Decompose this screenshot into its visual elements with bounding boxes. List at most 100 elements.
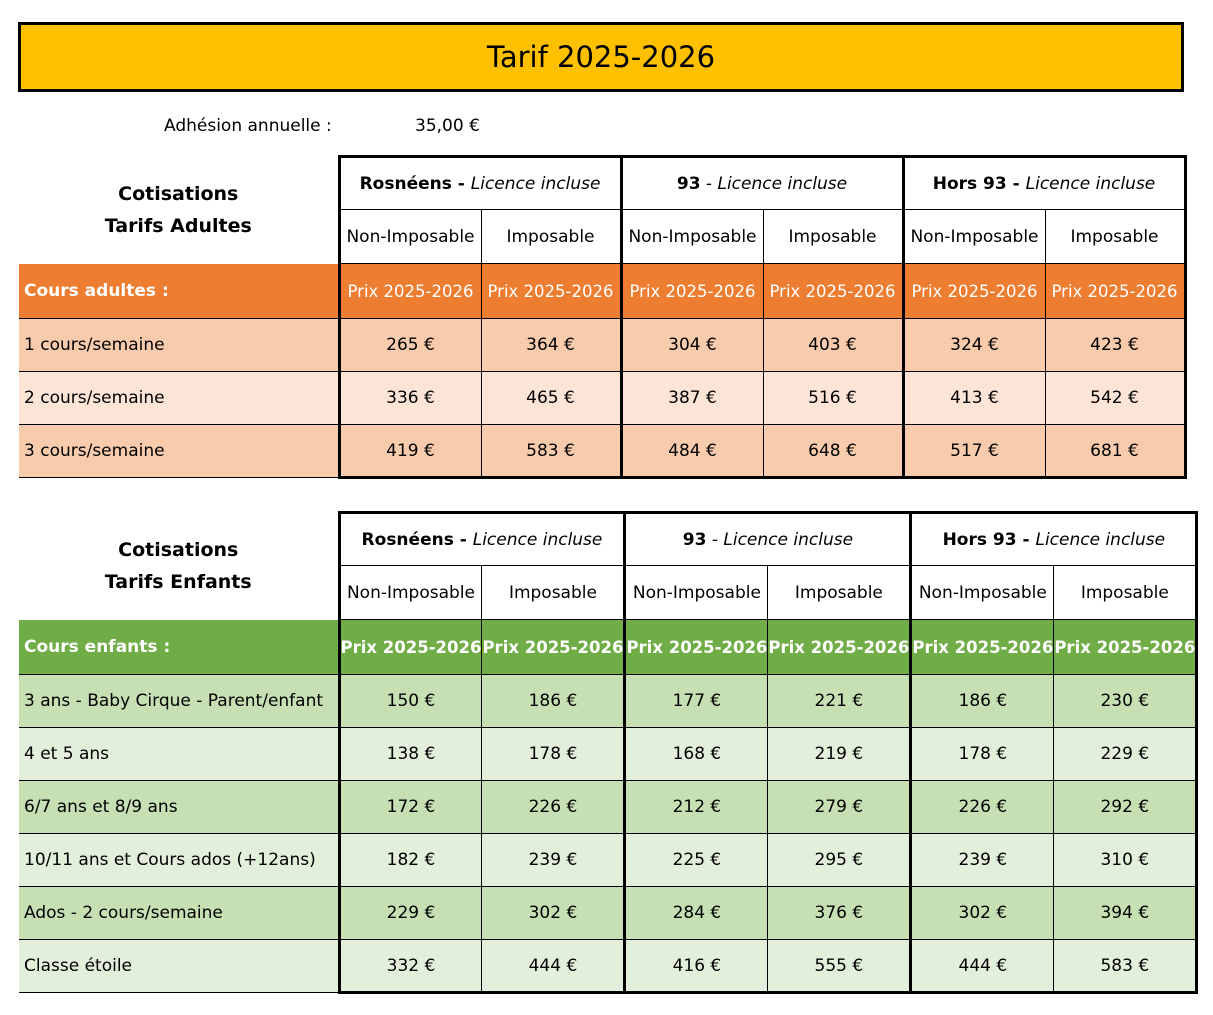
subheader-imposable: Imposable xyxy=(480,209,623,264)
child-band-label: Cours enfants : xyxy=(19,619,339,675)
price-cell: 681 € xyxy=(1044,424,1187,479)
price-cell: 221 € xyxy=(767,674,913,728)
page-title: Tarif 2025-2026 xyxy=(18,22,1184,92)
price-cell: 229 € xyxy=(1053,727,1199,781)
subheader-imposable: Imposable xyxy=(1044,209,1187,264)
subheader-imposable: Imposable xyxy=(762,209,905,264)
price-year-label: Prix 2025-2026 xyxy=(1044,263,1187,319)
table-row: 3 cours/semaine 419 €583 €484 €648 €517 €… xyxy=(19,424,1187,479)
price-cell: 324 € xyxy=(901,318,1045,372)
child-heading-line2: Tarifs Enfants xyxy=(104,571,252,593)
row-label: 3 cours/semaine xyxy=(19,424,339,478)
price-cell: 364 € xyxy=(480,318,623,372)
price-cell: 212 € xyxy=(623,780,768,834)
price-cell: 302 € xyxy=(481,886,627,940)
adhesion-value: 35,00 € xyxy=(415,116,480,136)
price-year-label: Prix 2025-2026 xyxy=(767,619,913,675)
price-cell: 376 € xyxy=(767,886,913,940)
price-cell: 583 € xyxy=(480,424,623,479)
price-year-label: Prix 2025-2026 xyxy=(909,619,1054,675)
price-cell: 648 € xyxy=(762,424,905,479)
price-cell: 226 € xyxy=(481,780,627,834)
price-year-label: Prix 2025-2026 xyxy=(623,619,768,675)
price-cell: 186 € xyxy=(909,674,1054,728)
price-cell: 517 € xyxy=(901,424,1045,479)
row-label: Classe étoile xyxy=(19,939,339,993)
price-cell: 304 € xyxy=(619,318,763,372)
price-cell: 168 € xyxy=(623,727,768,781)
group-header-93: 93 - Licence incluse xyxy=(623,511,913,566)
row-label: 2 cours/semaine xyxy=(19,371,339,425)
price-year-label: Prix 2025-2026 xyxy=(762,263,905,319)
table-row: 4 et 5 ans 138 €178 €168 €219 €178 €229 € xyxy=(19,727,1199,781)
price-cell: 186 € xyxy=(481,674,627,728)
price-cell: 284 € xyxy=(623,886,768,940)
price-cell: 484 € xyxy=(619,424,763,479)
group-header-rosneens: Rosnéens - Licence incluse xyxy=(337,511,627,566)
row-label: Ados - 2 cours/semaine xyxy=(19,886,339,940)
subheader-imposable: Imposable xyxy=(1053,565,1199,620)
price-cell: 265 € xyxy=(337,318,481,372)
price-cell: 416 € xyxy=(623,939,768,994)
price-cell: 225 € xyxy=(623,833,768,887)
price-cell: 230 € xyxy=(1053,674,1199,728)
adhesion-label: Adhésion annuelle : xyxy=(164,116,332,136)
adult-tariff-table: Cotisations Tarifs Adultes Rosnéens - Li… xyxy=(19,155,1187,479)
adult-table-heading: Cotisations Tarifs Adultes xyxy=(19,156,339,264)
subheader-imposable: Imposable xyxy=(481,565,627,620)
adult-heading-line2: Tarifs Adultes xyxy=(104,215,252,237)
subheader-non-imposable: Non-Imposable xyxy=(337,209,482,264)
price-year-label: Prix 2025-2026 xyxy=(1053,619,1199,675)
price-cell: 177 € xyxy=(623,674,768,728)
table-row: 6/7 ans et 8/9 ans 172 €226 €212 €279 €22… xyxy=(19,780,1199,834)
group-header-93: 93 - Licence incluse xyxy=(619,155,905,210)
price-cell: 394 € xyxy=(1053,886,1199,940)
group-header-hors-93: Hors 93 - Licence incluse xyxy=(909,511,1199,566)
price-cell: 178 € xyxy=(909,727,1054,781)
adult-band-label: Cours adultes : xyxy=(19,263,339,319)
row-label: 1 cours/semaine xyxy=(19,318,339,372)
price-year-label: Prix 2025-2026 xyxy=(480,263,623,319)
table-row: Ados - 2 cours/semaine 229 €302 €284 €376… xyxy=(19,886,1199,940)
price-cell: 178 € xyxy=(481,727,627,781)
subheader-non-imposable: Non-Imposable xyxy=(901,209,1046,264)
price-year-label: Prix 2025-2026 xyxy=(901,263,1045,319)
price-cell: 172 € xyxy=(337,780,482,834)
row-label: 10/11 ans et Cours ados (+12ans) xyxy=(19,833,339,887)
table-row: 1 cours/semaine 265 €364 €304 €403 €324 €… xyxy=(19,318,1187,372)
price-cell: 465 € xyxy=(480,371,623,425)
adult-price-band: Cours adultes : Prix 2025-2026 Prix 2025… xyxy=(19,263,1187,319)
price-cell: 542 € xyxy=(1044,371,1187,425)
price-cell: 226 € xyxy=(909,780,1054,834)
price-cell: 310 € xyxy=(1053,833,1199,887)
price-cell: 403 € xyxy=(762,318,905,372)
price-cell: 138 € xyxy=(337,727,482,781)
price-cell: 332 € xyxy=(337,939,482,994)
price-cell: 336 € xyxy=(337,371,481,425)
row-label: 6/7 ans et 8/9 ans xyxy=(19,780,339,834)
price-cell: 229 € xyxy=(337,886,482,940)
price-cell: 444 € xyxy=(481,939,627,994)
price-cell: 516 € xyxy=(762,371,905,425)
child-rows: 3 ans - Baby Cirque - Parent/enfant 150 €… xyxy=(19,674,1199,994)
adult-rows: 1 cours/semaine 265 €364 €304 €403 €324 €… xyxy=(19,318,1187,479)
child-price-band: Cours enfants : Prix 2025-2026 Prix 2025… xyxy=(19,619,1199,675)
child-heading-line1: Cotisations xyxy=(118,539,239,561)
price-cell: 555 € xyxy=(767,939,913,994)
table-row: 3 ans - Baby Cirque - Parent/enfant 150 €… xyxy=(19,674,1199,728)
table-row: 10/11 ans et Cours ados (+12ans) 182 €239… xyxy=(19,833,1199,887)
price-cell: 387 € xyxy=(619,371,763,425)
price-cell: 182 € xyxy=(337,833,482,887)
adult-heading-line1: Cotisations xyxy=(118,183,239,205)
price-cell: 219 € xyxy=(767,727,913,781)
price-year-label: Prix 2025-2026 xyxy=(619,263,763,319)
price-cell: 302 € xyxy=(909,886,1054,940)
price-year-label: Prix 2025-2026 xyxy=(337,619,482,675)
group-header-rosneens: Rosnéens - Licence incluse xyxy=(337,155,623,210)
price-cell: 239 € xyxy=(481,833,627,887)
price-cell: 444 € xyxy=(909,939,1054,994)
group-header-hors-93: Hors 93 - Licence incluse xyxy=(901,155,1187,210)
price-cell: 583 € xyxy=(1053,939,1199,994)
price-cell: 239 € xyxy=(909,833,1054,887)
price-cell: 295 € xyxy=(767,833,913,887)
